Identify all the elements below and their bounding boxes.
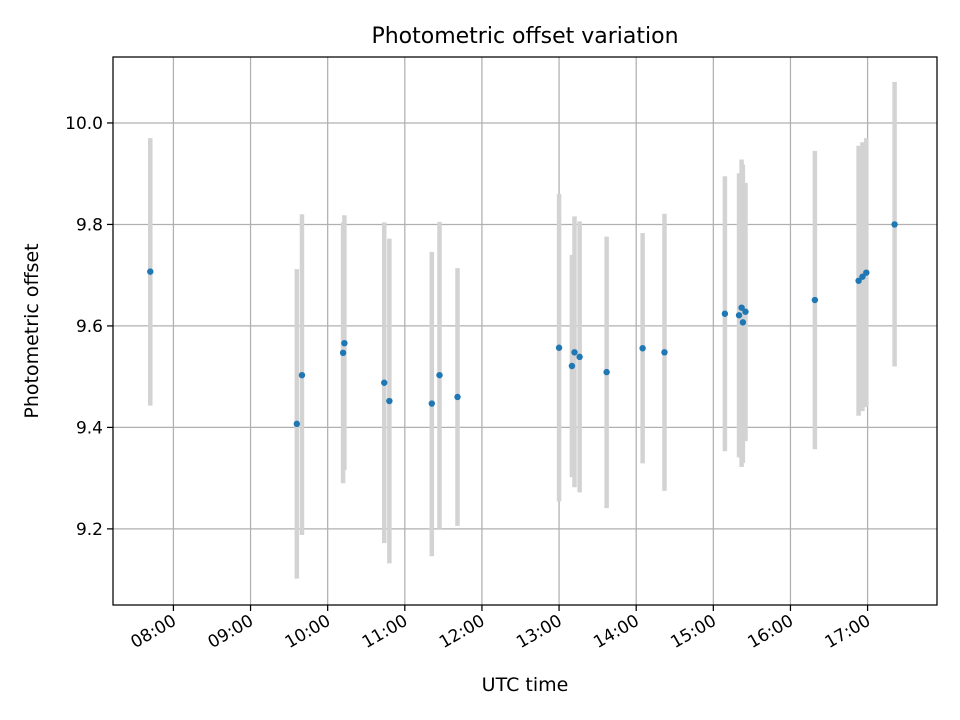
y-tick-label: 10.0 (65, 114, 103, 134)
data-point (381, 379, 388, 386)
data-point (555, 344, 563, 351)
data-point (293, 420, 301, 428)
data-point (811, 296, 819, 304)
data-point (386, 397, 393, 405)
y-tick-label: 9.8 (76, 215, 103, 235)
y-tick-label: 9.2 (76, 520, 103, 540)
y-axis-label: Photometric offset (21, 243, 43, 418)
data-point (339, 349, 347, 357)
data-points (147, 221, 898, 428)
y-tick-label: 9.6 (76, 317, 103, 337)
data-point (855, 277, 862, 284)
data-point (742, 308, 749, 315)
x-axis-label: UTC time (482, 674, 569, 696)
data-point (738, 304, 745, 311)
data-point (298, 371, 306, 379)
data-point (863, 269, 870, 276)
data-point (571, 349, 578, 356)
data-point (576, 353, 583, 361)
data-point (341, 339, 348, 347)
data-point (735, 312, 743, 319)
plot-frame (112, 56, 938, 606)
data-point (661, 349, 668, 356)
y-tick-label: 9.4 (76, 418, 103, 438)
data-point (891, 221, 898, 228)
data-point (859, 273, 866, 280)
data-point (436, 371, 443, 379)
data-point (639, 345, 646, 352)
data-point (721, 310, 729, 317)
data-point (147, 268, 154, 275)
data-point (568, 362, 576, 370)
data-point (428, 400, 436, 407)
chart-title: Photometric offset variation (371, 24, 678, 49)
data-point (603, 368, 610, 376)
data-point (739, 319, 747, 326)
data-point (454, 393, 461, 401)
y-axis-ticks: 9.2 9.4 9.6 9.8 10.0 (65, 114, 113, 540)
